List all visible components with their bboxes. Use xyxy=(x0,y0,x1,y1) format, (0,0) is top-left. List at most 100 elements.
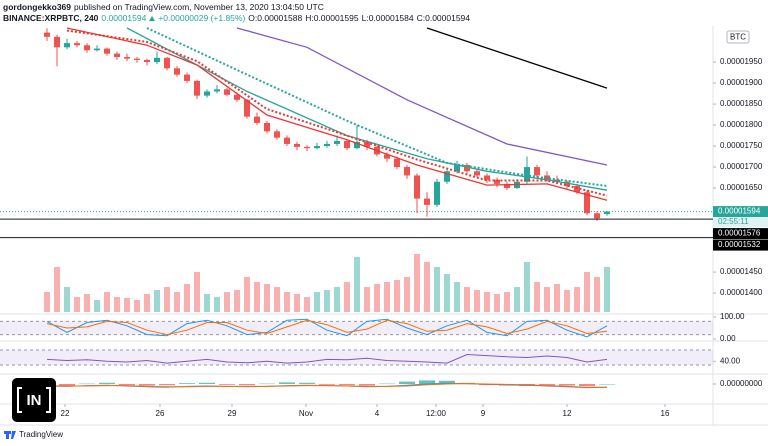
x-tick-label: 29 xyxy=(228,409,237,418)
macd-hist xyxy=(359,384,375,386)
macd-hist xyxy=(339,384,355,386)
candle-body xyxy=(114,53,120,57)
macd-hist xyxy=(599,384,615,385)
low: L:0.00001584 xyxy=(361,13,414,23)
candle-body xyxy=(214,89,220,92)
candle-body xyxy=(124,56,130,59)
volume-bar xyxy=(344,282,350,312)
header-line-1: gordongekko369 published on TradingView.c… xyxy=(3,2,327,12)
x-tick-label: 12 xyxy=(563,409,572,418)
volume-bar xyxy=(144,294,150,312)
price-tag xyxy=(713,228,768,240)
candle-body xyxy=(354,141,360,149)
volume-bar xyxy=(204,294,210,312)
close: C:0.00001594 xyxy=(416,13,471,23)
candle-body xyxy=(394,158,400,168)
y-tick-label: 0.00001450 xyxy=(720,267,763,276)
x-tick-label: 4 xyxy=(375,409,380,418)
candle-body xyxy=(94,48,100,51)
y-tick-label: 0.00001650 xyxy=(720,183,763,192)
candle-body xyxy=(74,43,80,46)
macd-hist xyxy=(219,384,235,385)
candle-body xyxy=(254,116,260,123)
price-tag xyxy=(713,239,768,251)
logo-box xyxy=(12,378,56,422)
change: +0.00000029 (+1.85%) xyxy=(158,13,246,23)
candle-body xyxy=(224,89,230,95)
candle-body xyxy=(494,179,500,184)
volume-bar xyxy=(54,267,60,312)
candle-body xyxy=(364,141,370,147)
candle-body xyxy=(184,74,190,81)
volume-bar xyxy=(154,290,160,312)
level-band xyxy=(0,350,713,365)
y-tick-label: 0.00001950 xyxy=(720,57,763,66)
volume-bar xyxy=(434,267,440,312)
candle-body xyxy=(524,167,530,182)
stoch-k xyxy=(46,318,608,338)
open: O:0.00001588 xyxy=(248,13,303,23)
y-tick-label: 0.00001900 xyxy=(720,78,763,87)
x-tick-label: 16 xyxy=(661,409,670,418)
volume-bar xyxy=(234,290,240,312)
published: published on TradingView.com, November 1… xyxy=(74,2,324,12)
volume-bar xyxy=(454,282,460,312)
candle-body xyxy=(594,213,600,219)
macd-hist xyxy=(319,384,335,385)
up-arrow xyxy=(149,16,156,21)
y-tick-label: 0.00001700 xyxy=(720,162,763,171)
plot-area xyxy=(0,27,713,312)
y-tick-label: 0.00001400 xyxy=(720,288,763,297)
volume-bar xyxy=(274,287,280,312)
volume-bar xyxy=(224,292,230,312)
candle-body xyxy=(324,143,330,147)
volume-bar xyxy=(604,267,610,312)
rsi-line xyxy=(46,353,608,364)
candle-body xyxy=(154,57,160,63)
candle-body xyxy=(344,141,350,149)
volume-bar xyxy=(414,254,420,312)
y-tick-label: 100.00 xyxy=(720,312,745,321)
candle-body xyxy=(134,58,140,60)
volume-bar xyxy=(184,284,190,312)
currency-label: BTC xyxy=(730,33,746,42)
candle-body xyxy=(544,175,550,180)
author: gordongekko369 xyxy=(3,2,72,12)
volume-bar xyxy=(124,298,130,312)
y-tick-label: 0.00 xyxy=(720,334,736,343)
volume-bar xyxy=(174,292,180,312)
volume-bar xyxy=(504,292,510,312)
candle-body xyxy=(284,137,290,144)
stoch-d xyxy=(46,319,608,336)
volume-bar xyxy=(214,297,220,312)
x-tick-label: Nov xyxy=(299,409,313,418)
volume-bar xyxy=(464,287,470,312)
symbol: BINANCE:XRPBTC, 240 xyxy=(3,13,99,23)
candle-body xyxy=(164,57,170,69)
candle-body xyxy=(234,94,240,100)
candle-body xyxy=(194,80,200,96)
last-price-label: 0.00001594 xyxy=(718,207,761,216)
volume-bar xyxy=(394,280,400,312)
y-tick-label: 40.00 xyxy=(720,356,741,365)
y-tick-label: 0.00000000 xyxy=(720,379,763,388)
macd-hist xyxy=(379,383,395,385)
candle-body xyxy=(304,146,310,149)
volume-bar xyxy=(264,284,270,312)
candle-body xyxy=(444,171,450,182)
candle-body xyxy=(274,131,280,138)
volume-bar xyxy=(84,294,90,312)
candle-body xyxy=(104,48,110,54)
x-tick-label: 12:00 xyxy=(426,409,447,418)
volume-bar xyxy=(304,297,310,312)
macd-hist xyxy=(59,384,75,386)
macd-hist xyxy=(119,384,135,386)
currency-box xyxy=(726,30,750,44)
candle-body xyxy=(54,36,60,48)
candle-body xyxy=(144,59,150,63)
volume-bar xyxy=(484,292,490,312)
candle-body xyxy=(414,175,420,199)
logo-brackets xyxy=(17,387,51,413)
y-tick-label: 0.00001750 xyxy=(720,141,763,150)
